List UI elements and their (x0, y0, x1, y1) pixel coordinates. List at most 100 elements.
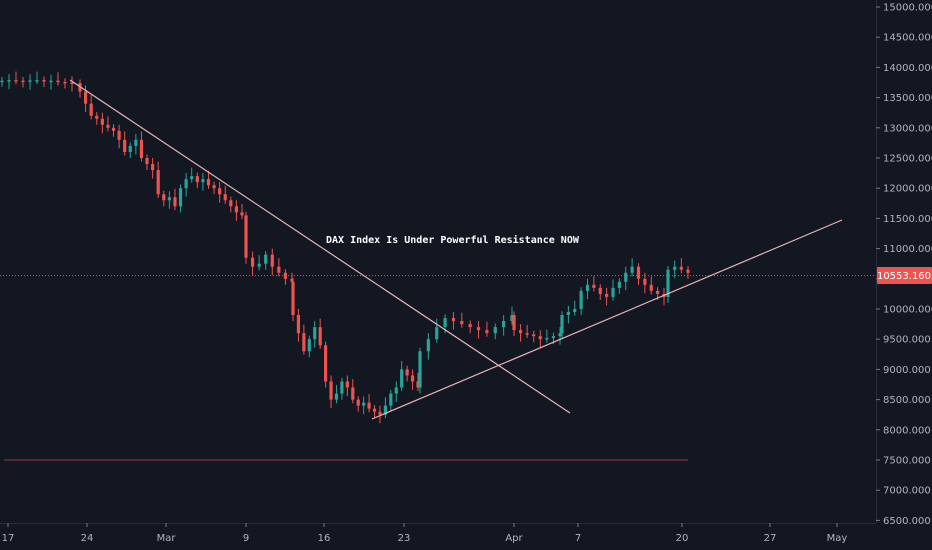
candle (585, 278, 590, 300)
candle (296, 309, 301, 342)
candle-body (510, 315, 514, 322)
candle-body (502, 321, 506, 328)
candle-body (35, 80, 39, 82)
candle (560, 311, 564, 340)
candle (212, 181, 216, 195)
time-tick-label: 9 (243, 533, 249, 544)
candle (313, 321, 317, 348)
price-tick-label: 10000.000 (883, 305, 932, 316)
candle-body (156, 170, 160, 195)
price-tick-label: 13000.000 (883, 123, 932, 134)
candle (378, 405, 382, 424)
candle (485, 321, 489, 337)
candle (643, 272, 647, 294)
time-tick-label: 16 (318, 533, 331, 544)
candle (426, 333, 430, 360)
candle (70, 76, 74, 92)
price-tick-label: 9000.000 (883, 365, 931, 376)
candle (605, 287, 609, 306)
candle (14, 71, 18, 85)
candle (145, 154, 149, 171)
candle-body (0, 80, 4, 83)
candle-body (229, 200, 233, 207)
candle-body (21, 80, 25, 83)
candle (416, 373, 420, 392)
current-price-tag: 10553.160 (877, 267, 932, 284)
candle-body (334, 393, 339, 400)
candle-body (679, 266, 683, 270)
current-price-tag-bg (877, 267, 932, 284)
price-tick-label: 13500.000 (883, 93, 932, 104)
time-tick-label: 17 (2, 533, 15, 544)
candle (89, 95, 93, 120)
candle-body (106, 124, 110, 128)
price-tick-label: 12000.000 (883, 184, 932, 195)
time-tick-label: Mar (157, 533, 177, 544)
candle-body (151, 164, 155, 171)
candle (128, 142, 132, 158)
price-tick-label: 12500.000 (883, 154, 932, 165)
candle (329, 375, 333, 409)
candle-body (558, 333, 562, 337)
candle-body (218, 188, 222, 195)
price-tick-label: 11000.000 (883, 244, 932, 255)
price-tick-label: 15000.000 (883, 3, 932, 14)
candle (598, 284, 602, 300)
candle-body (551, 336, 556, 338)
candle (476, 321, 481, 339)
candle-body (257, 263, 261, 267)
candle-body (485, 330, 489, 334)
ascending-trendline (371, 219, 843, 420)
candle-body (525, 333, 529, 335)
candle (617, 278, 621, 294)
candle-body (560, 315, 564, 334)
candle (502, 315, 506, 336)
candle (334, 385, 339, 404)
price-tick-label: 7500.000 (883, 456, 931, 467)
candle (468, 320, 472, 334)
candle-body (89, 103, 93, 116)
candle (100, 112, 104, 134)
candle-body (162, 194, 166, 201)
candle-body (351, 387, 355, 400)
candle-body (340, 381, 344, 394)
candle (649, 276, 653, 295)
candle-body (378, 411, 382, 415)
candle (21, 77, 25, 88)
candle (592, 276, 596, 292)
candle (340, 377, 344, 400)
candle (156, 161, 160, 198)
candle (383, 397, 387, 419)
candle-body (372, 408, 377, 412)
candle (394, 381, 398, 403)
candle-body (367, 402, 371, 409)
candle-body (624, 272, 628, 282)
candle-body (100, 118, 104, 125)
candle-body (234, 206, 239, 213)
candle (117, 124, 121, 149)
candle-body (598, 287, 602, 294)
candle (206, 170, 211, 189)
candle (234, 200, 239, 221)
candle (151, 158, 155, 179)
candle (372, 405, 377, 418)
candle (418, 347, 422, 394)
candle (545, 329, 549, 343)
candle-body (324, 345, 328, 382)
candle (229, 196, 233, 213)
time-axis[interactable]: 17 24 Mar 9 16 23 Apr 7 20 27 May (2, 523, 848, 544)
candle-body (111, 127, 116, 131)
candle-body (128, 145, 132, 152)
candle-body (666, 269, 670, 297)
candle-body (476, 327, 481, 331)
candle (538, 330, 542, 348)
candle-body (389, 393, 393, 406)
time-tick-label: May (827, 533, 848, 544)
price-tick-label: 6500.000 (883, 516, 931, 527)
candle (270, 248, 274, 276)
time-tick-label: 27 (764, 533, 777, 544)
candle-body (566, 312, 570, 316)
candle-body (468, 324, 472, 328)
